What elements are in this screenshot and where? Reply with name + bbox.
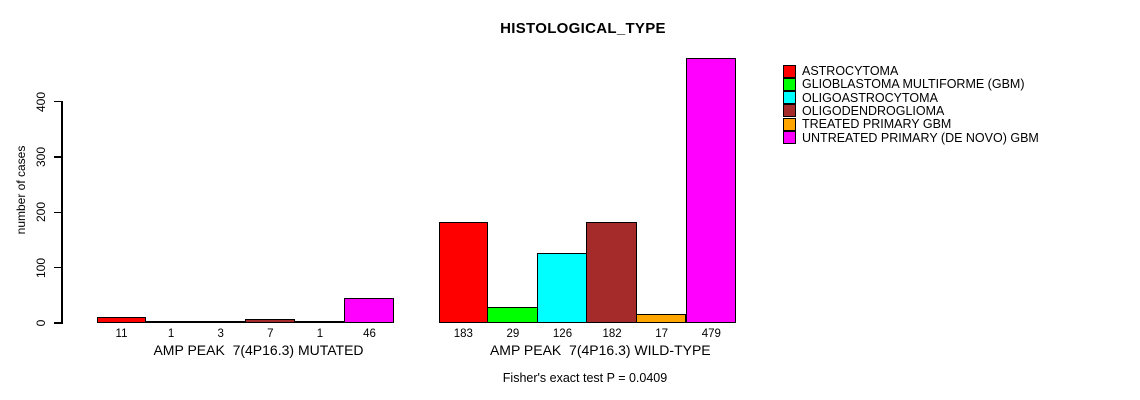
legend-swatch	[783, 117, 796, 131]
bar	[145, 321, 196, 323]
bar	[487, 306, 538, 323]
bar-value-label: 182	[602, 327, 622, 340]
x-axis-group-label: AMP PEAK 7(4P16.3) WILD-TYPE	[489, 342, 711, 358]
bar	[586, 222, 637, 323]
bar	[635, 313, 687, 323]
y-axis-tick	[54, 100, 61, 103]
y-axis-tick-label: 0	[34, 319, 48, 327]
legend-label: ASTROCYTOMA	[802, 64, 899, 78]
bar	[438, 221, 489, 323]
y-axis-tick-label: 200	[34, 202, 48, 223]
bar-value-label: 46	[363, 327, 376, 340]
legend-label: GLIOBLASTOMA MULTIFORME (GBM)	[802, 77, 1025, 92]
bar	[294, 321, 345, 323]
bar	[685, 57, 737, 323]
y-axis-tick-label: 400	[34, 91, 48, 112]
legend-label: UNTREATED PRIMARY (DE NOVO) GBM	[802, 130, 1039, 145]
bar-value-label: 126	[552, 327, 573, 340]
y-axis-label: number of cases	[14, 145, 28, 235]
legend-swatch	[783, 77, 796, 91]
bar-value-label: 1	[316, 327, 324, 340]
y-axis-tick	[54, 156, 61, 158]
bar	[194, 321, 246, 323]
legend-swatch	[783, 104, 796, 118]
bar-value-label: 183	[453, 327, 473, 340]
y-axis-tick-label: 100	[34, 257, 48, 278]
legend-label: TREATED PRIMARY GBM	[802, 117, 952, 132]
x-axis-group-label: AMP PEAK 7(4P16.3) MUTATED	[153, 342, 364, 358]
legend-swatch	[783, 64, 796, 78]
y-axis-tick	[54, 211, 61, 213]
bar-value-label: 29	[506, 327, 520, 340]
y-axis-line	[61, 101, 63, 324]
legend-label: OLIGODENDROGLIOMA	[802, 103, 945, 118]
bar-value-label: 3	[217, 327, 224, 340]
bar-value-label: 479	[701, 327, 721, 340]
y-axis-tick	[54, 322, 61, 324]
legend-label: OLIGOASTROCYTOMA	[802, 90, 938, 105]
bar-value-label: 1	[167, 327, 175, 340]
bar-value-label: 11	[115, 327, 128, 340]
y-axis-tick-label: 300	[34, 146, 48, 167]
y-axis-tick	[54, 266, 61, 269]
bar	[244, 319, 296, 323]
bar	[343, 297, 395, 323]
bar	[536, 253, 588, 323]
legend-swatch	[783, 131, 796, 144]
chart-title: HISTOLOGICAL_TYPE	[500, 20, 666, 37]
bar	[96, 316, 147, 323]
legend-swatch	[783, 91, 796, 105]
fisher-test-annotation: Fisher's exact test P = 0.0409	[502, 371, 668, 385]
bar-value-label: 17	[655, 327, 669, 340]
bar-value-label: 7	[267, 327, 274, 340]
